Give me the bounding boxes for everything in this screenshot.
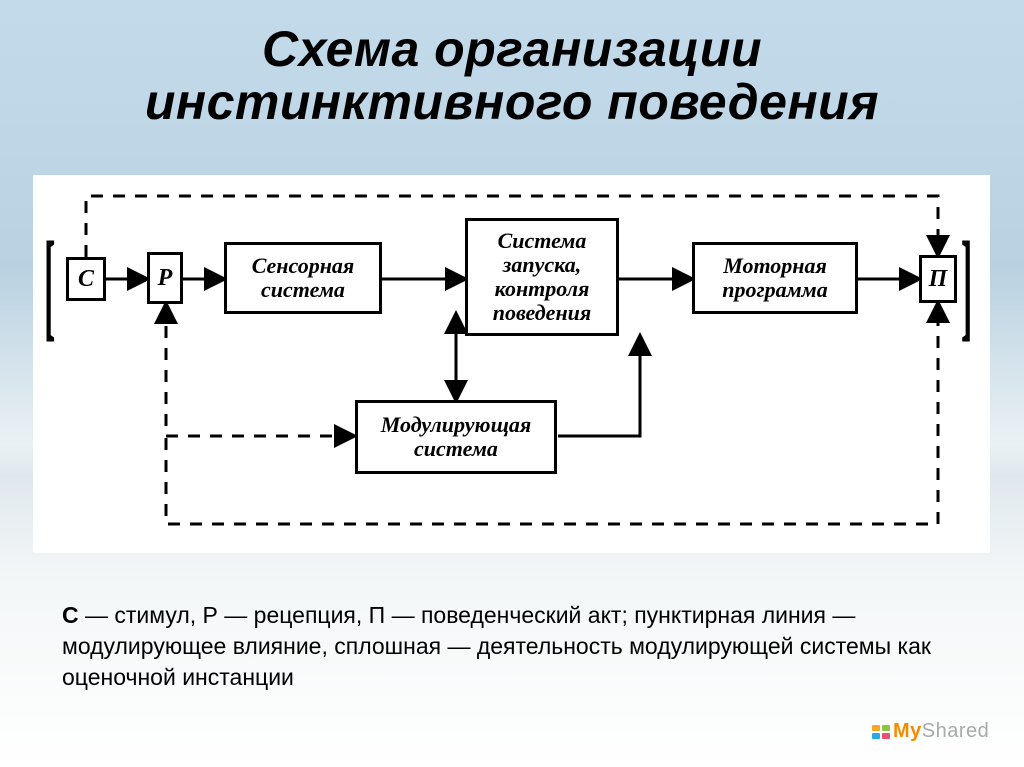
- node-label: Сенсорнаясистема: [252, 254, 355, 302]
- node-modulating: Модулирующаясистема: [355, 400, 557, 474]
- watermark-my: My: [893, 720, 922, 742]
- caption-lead: С: [62, 602, 85, 628]
- node-label: Моторнаяпрограмма: [722, 254, 828, 302]
- watermark-icon: [872, 725, 890, 739]
- watermark-myshared: MyShared: [872, 720, 989, 743]
- node-sensory: Сенсорнаясистема: [224, 242, 382, 314]
- node-label: Модулирующаясистема: [381, 413, 531, 461]
- node-reception: Р: [147, 252, 183, 304]
- caption-body: — стимул, Р — рецепция, П — поведенчески…: [62, 602, 931, 690]
- watermark-shared: Shared: [922, 720, 990, 742]
- node-label: П: [929, 266, 948, 292]
- node-label: С: [78, 266, 94, 292]
- node-motor: Моторнаяпрограмма: [692, 242, 858, 314]
- node-stimulus: С: [66, 257, 106, 301]
- node-behavior: П: [919, 255, 957, 303]
- node-label: Р: [158, 265, 173, 291]
- diagram-caption: С — стимул, Р — рецепция, П — поведенчес…: [62, 600, 932, 693]
- node-label: Системазапуска,контроляповедения: [493, 229, 591, 326]
- node-launch-sys: Системазапуска,контроляповедения: [465, 218, 619, 336]
